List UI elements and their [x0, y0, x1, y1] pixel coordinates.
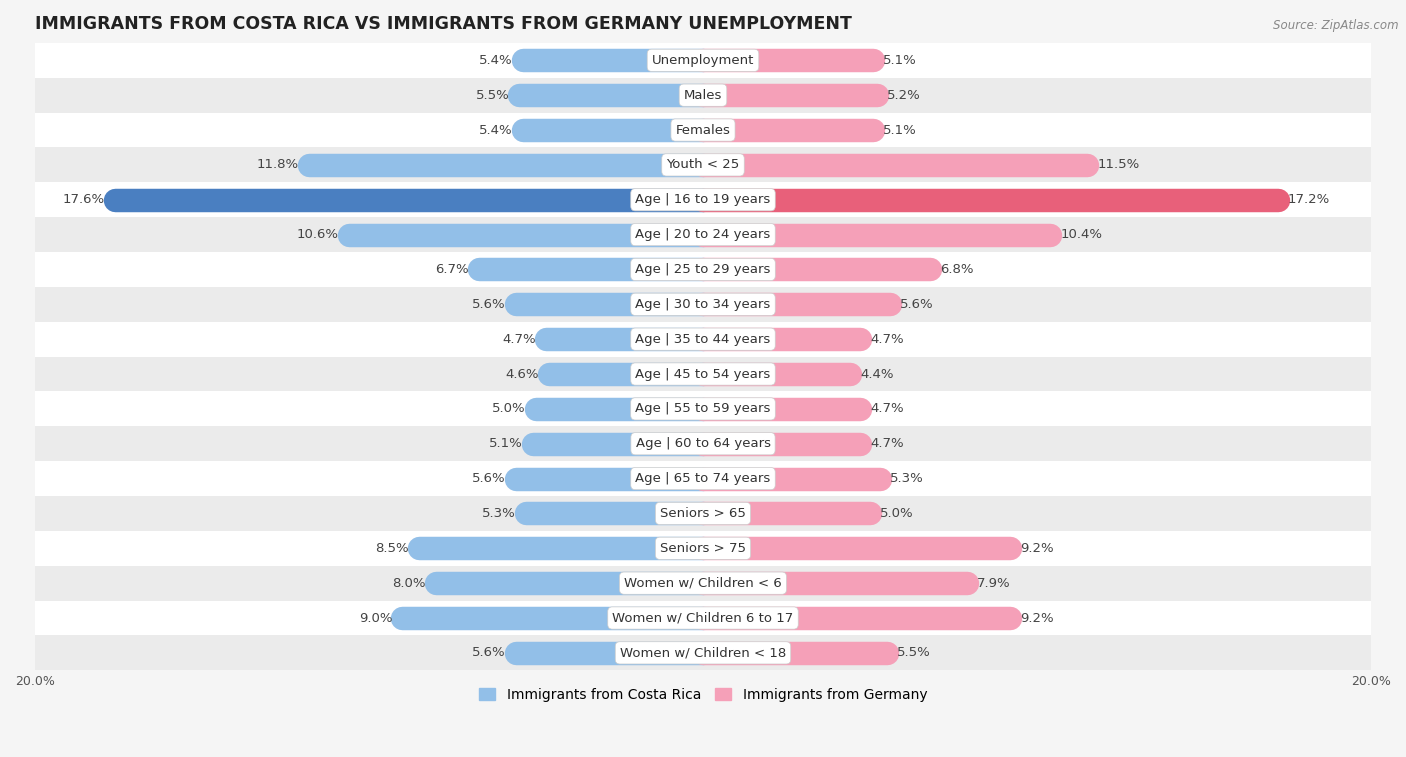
- Text: 5.6%: 5.6%: [472, 298, 506, 311]
- Bar: [35, 565, 1371, 600]
- Text: Age | 25 to 29 years: Age | 25 to 29 years: [636, 263, 770, 276]
- Text: Age | 30 to 34 years: Age | 30 to 34 years: [636, 298, 770, 311]
- Text: 11.8%: 11.8%: [257, 158, 299, 171]
- Text: 5.0%: 5.0%: [492, 403, 526, 416]
- Text: 4.6%: 4.6%: [506, 367, 540, 381]
- Bar: [35, 148, 1371, 182]
- Text: 5.6%: 5.6%: [900, 298, 934, 311]
- Bar: [35, 531, 1371, 565]
- Bar: [35, 182, 1371, 217]
- Text: 5.3%: 5.3%: [890, 472, 924, 485]
- Text: 5.1%: 5.1%: [883, 54, 917, 67]
- Bar: [35, 357, 1371, 391]
- Text: Women w/ Children 6 to 17: Women w/ Children 6 to 17: [613, 612, 793, 625]
- Text: 9.2%: 9.2%: [1021, 542, 1054, 555]
- Text: Seniors > 65: Seniors > 65: [659, 507, 747, 520]
- Bar: [35, 322, 1371, 357]
- Text: 8.0%: 8.0%: [392, 577, 426, 590]
- Text: 5.1%: 5.1%: [489, 438, 523, 450]
- Bar: [35, 113, 1371, 148]
- Text: 6.8%: 6.8%: [941, 263, 974, 276]
- Text: 7.9%: 7.9%: [977, 577, 1011, 590]
- Text: Youth < 25: Youth < 25: [666, 158, 740, 171]
- Text: Seniors > 75: Seniors > 75: [659, 542, 747, 555]
- Text: 5.1%: 5.1%: [883, 123, 917, 136]
- Text: Age | 16 to 19 years: Age | 16 to 19 years: [636, 193, 770, 206]
- Text: IMMIGRANTS FROM COSTA RICA VS IMMIGRANTS FROM GERMANY UNEMPLOYMENT: IMMIGRANTS FROM COSTA RICA VS IMMIGRANTS…: [35, 15, 852, 33]
- Bar: [35, 391, 1371, 426]
- Bar: [35, 43, 1371, 78]
- Text: 4.7%: 4.7%: [870, 332, 904, 346]
- Text: 8.5%: 8.5%: [375, 542, 409, 555]
- Text: Age | 60 to 64 years: Age | 60 to 64 years: [636, 438, 770, 450]
- Text: Males: Males: [683, 89, 723, 101]
- Bar: [35, 426, 1371, 461]
- Text: Age | 65 to 74 years: Age | 65 to 74 years: [636, 472, 770, 485]
- Text: Unemployment: Unemployment: [652, 54, 754, 67]
- Bar: [35, 461, 1371, 496]
- Text: 9.0%: 9.0%: [359, 612, 392, 625]
- Text: 6.7%: 6.7%: [436, 263, 470, 276]
- Text: Women w/ Children < 6: Women w/ Children < 6: [624, 577, 782, 590]
- Text: Women w/ Children < 18: Women w/ Children < 18: [620, 646, 786, 659]
- Bar: [35, 287, 1371, 322]
- Text: 9.2%: 9.2%: [1021, 612, 1054, 625]
- Bar: [35, 600, 1371, 635]
- Text: Source: ZipAtlas.com: Source: ZipAtlas.com: [1274, 19, 1399, 32]
- Bar: [35, 496, 1371, 531]
- Text: 5.4%: 5.4%: [479, 54, 513, 67]
- Text: 11.5%: 11.5%: [1097, 158, 1139, 171]
- Text: Age | 55 to 59 years: Age | 55 to 59 years: [636, 403, 770, 416]
- Text: 10.4%: 10.4%: [1060, 228, 1102, 241]
- Bar: [35, 78, 1371, 113]
- Text: 5.2%: 5.2%: [887, 89, 921, 101]
- Text: Age | 20 to 24 years: Age | 20 to 24 years: [636, 228, 770, 241]
- Text: 5.6%: 5.6%: [472, 472, 506, 485]
- Text: Females: Females: [675, 123, 731, 136]
- Text: 17.6%: 17.6%: [63, 193, 105, 206]
- Text: 4.7%: 4.7%: [870, 403, 904, 416]
- Text: Age | 35 to 44 years: Age | 35 to 44 years: [636, 332, 770, 346]
- Text: Age | 45 to 54 years: Age | 45 to 54 years: [636, 367, 770, 381]
- Text: 4.7%: 4.7%: [870, 438, 904, 450]
- Text: 10.6%: 10.6%: [297, 228, 339, 241]
- Text: 4.4%: 4.4%: [860, 367, 893, 381]
- Bar: [35, 635, 1371, 670]
- Text: 5.5%: 5.5%: [475, 89, 509, 101]
- Text: 17.2%: 17.2%: [1288, 193, 1330, 206]
- Text: 5.0%: 5.0%: [880, 507, 914, 520]
- Text: 5.5%: 5.5%: [897, 646, 931, 659]
- Text: 5.4%: 5.4%: [479, 123, 513, 136]
- Text: 4.7%: 4.7%: [502, 332, 536, 346]
- Text: 5.6%: 5.6%: [472, 646, 506, 659]
- Legend: Immigrants from Costa Rica, Immigrants from Germany: Immigrants from Costa Rica, Immigrants f…: [474, 682, 932, 707]
- Text: 5.3%: 5.3%: [482, 507, 516, 520]
- Bar: [35, 252, 1371, 287]
- Bar: [35, 217, 1371, 252]
